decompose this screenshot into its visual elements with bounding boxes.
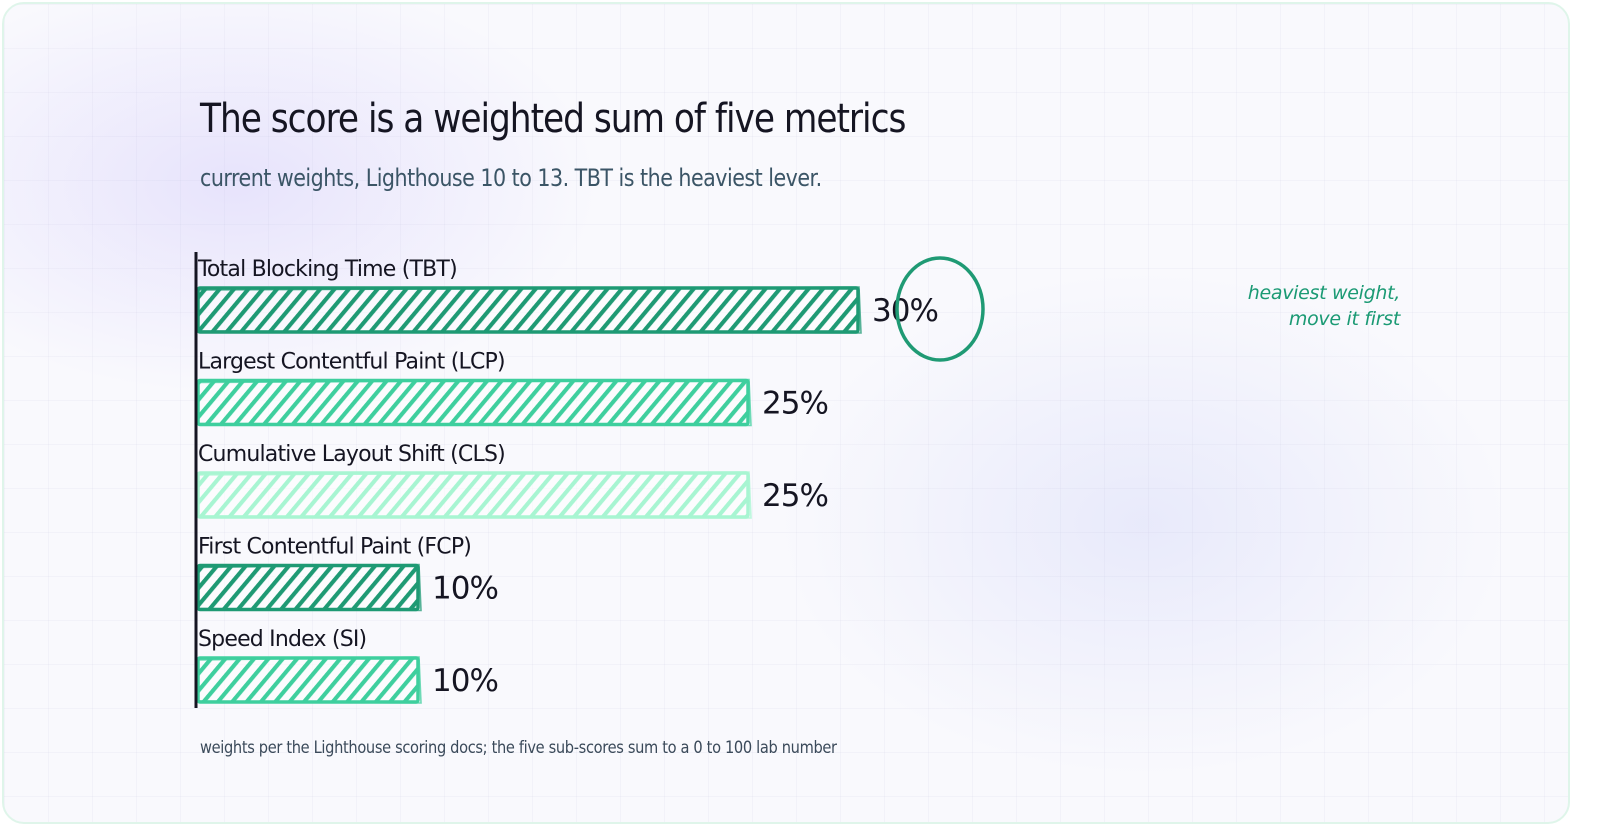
category-label: Cumulative Layout Shift (CLS) <box>198 442 505 467</box>
bar <box>196 286 860 334</box>
chart-card: The score is a weighted sum of five metr… <box>2 2 1570 824</box>
bar-sketch-outline <box>195 378 752 427</box>
bar <box>196 471 750 519</box>
annotation-line-1: heaviest weight, <box>1247 282 1401 304</box>
value-label: 25% <box>762 478 828 514</box>
highlight-circle <box>895 256 985 362</box>
bar-sketch-outline <box>195 563 422 612</box>
category-label: Total Blocking Time (TBT) <box>197 257 457 282</box>
value-label: 30% <box>872 293 938 329</box>
bar <box>196 378 750 427</box>
bar <box>196 656 420 704</box>
chart-footnote: weights per the Lighthouse scoring docs;… <box>200 738 837 758</box>
value-label: 10% <box>432 663 498 699</box>
category-label: First Contentful Paint (FCP) <box>198 535 471 560</box>
value-label: 10% <box>432 571 498 607</box>
category-label: Speed Index (SI) <box>198 627 366 652</box>
category-label: Largest Contentful Paint (LCP) <box>198 350 505 375</box>
highlight-annotation: heaviest weight, move it first <box>1247 280 1401 332</box>
annotation-line-2: move it first <box>1288 308 1400 330</box>
bar-sketch-outline <box>195 471 752 519</box>
chart-title: The score is a weighted sum of five metr… <box>200 96 906 142</box>
value-label: 25% <box>762 386 828 422</box>
bar <box>196 563 420 612</box>
bar-sketch-outline <box>195 286 862 334</box>
chart-subtitle: current weights, Lighthouse 10 to 13. TB… <box>200 164 822 192</box>
bar-sketch-outline <box>195 656 422 704</box>
